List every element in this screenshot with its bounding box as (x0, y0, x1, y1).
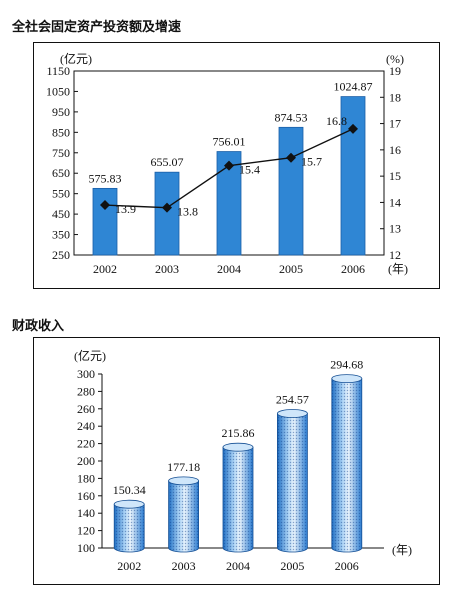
y2-tick-label-0: 12 (389, 248, 401, 262)
y2-axis-label: (%) (386, 52, 404, 66)
growth-label-2002: 13.9 (115, 202, 136, 216)
x-tick-label-3: 2005 (279, 262, 303, 276)
cylinder-texture-2005 (277, 413, 308, 552)
x-unit-label: (年) (392, 543, 412, 557)
x-tick-label-1: 2003 (172, 559, 196, 573)
y-tick-label-10: 300 (77, 367, 95, 381)
y-tick-label-6: 220 (77, 437, 95, 451)
y-tick-label-6: 850 (52, 125, 70, 139)
bar-label-2005: 874.53 (275, 110, 308, 124)
chart1-title: 全社会固定资产投资额及增速 (12, 20, 182, 35)
bar-label-2003: 177.18 (167, 460, 200, 474)
y-tick-label-4: 650 (52, 166, 70, 180)
y2-tick-label-4: 16 (389, 143, 401, 157)
cylinder-texture-2003 (168, 480, 199, 552)
x-tick-label-0: 2002 (117, 559, 141, 573)
bar-label-2002: 150.34 (113, 483, 146, 497)
bar-label-2006: 1024.87 (334, 80, 373, 94)
y-tick-label-8: 1050 (46, 84, 70, 98)
y-tick-label-0: 100 (77, 541, 95, 555)
y2-tick-label-5: 17 (389, 117, 401, 131)
x-tick-label-3: 2005 (280, 559, 304, 573)
investment-chart: 250 350 450 550 650 750 850 950 1050 1150 12 13 14 15… (46, 51, 408, 276)
y-tick-label-4: 180 (77, 471, 95, 485)
growth-label-2003: 13.8 (177, 205, 198, 219)
cylinder-top-2004 (222, 442, 254, 452)
y-tick-label-2: 450 (52, 207, 70, 221)
chart1-panel: 250 350 450 550 650 750 850 950 1050 1150 12 13 14 15… (33, 42, 440, 289)
chart2-panel: 100 120 140 160 180 200 220 240 260 280 300 (亿元) (年)… (33, 337, 440, 585)
x-tick-label-4: 2006 (335, 559, 359, 573)
chart2-title: 财政收入 (12, 319, 65, 334)
y-tick-label-3: 550 (52, 187, 70, 201)
y-tick-label-8: 260 (77, 402, 95, 416)
y-tick-label-5: 750 (52, 146, 70, 160)
y-tick-label-9: 280 (77, 384, 95, 398)
y2-tick-label-2: 14 (389, 195, 401, 209)
bar-2003 (154, 171, 180, 256)
x-tick-label-1: 2003 (155, 262, 179, 276)
bar-label-2005: 254.57 (276, 393, 309, 407)
growth-label-2004: 15.4 (239, 163, 260, 177)
growth-point-2002 (100, 200, 110, 211)
cylinder-top-2003 (168, 476, 200, 486)
y-axis-label: (亿元) (74, 348, 106, 363)
y-tick-label-1: 350 (52, 228, 70, 242)
y-tick-label-3: 160 (77, 489, 95, 503)
cylinder-texture-2002 (114, 504, 145, 552)
bar-2005 (278, 126, 304, 256)
bar-2002 (92, 187, 118, 256)
bar-label-2004: 756.01 (213, 135, 246, 149)
bar-label-2004: 215.86 (222, 426, 255, 440)
bar-label-2003: 655.07 (151, 155, 184, 169)
cylinder-texture-2006 (331, 378, 362, 552)
cylinder-top-2006 (331, 374, 363, 384)
cylinder-top-2002 (113, 499, 145, 509)
cylinder-top-2005 (276, 409, 308, 418)
bar-2006 (340, 96, 366, 256)
x-tick-label-4: 2006 (341, 262, 365, 276)
y-tick-label-1: 120 (77, 524, 95, 538)
y-tick-label-0: 250 (52, 248, 70, 262)
y-tick-label-5: 200 (77, 454, 95, 468)
growth-label-2005: 15.7 (301, 155, 322, 169)
y-tick-label-9: 1150 (46, 64, 70, 78)
revenue-chart: 100 120 140 160 180 200 220 240 260 280 300 (亿元) (年)… (74, 348, 412, 573)
bar-label-2002: 575.83 (89, 171, 122, 185)
x-tick-label-2: 2004 (217, 262, 241, 276)
x-tick-label-0: 2002 (93, 262, 117, 276)
y2-tick-label-1: 13 (389, 222, 401, 236)
cylinder-texture-2004 (223, 447, 253, 552)
y2-tick-label-6: 18 (389, 90, 401, 104)
x-tick-label-2: 2004 (226, 559, 250, 573)
growth-point-2003 (162, 202, 172, 213)
x-unit-label: (年) (388, 262, 408, 276)
y-axis-label: (亿元) (60, 51, 92, 66)
y2-tick-label-7: 19 (389, 64, 401, 78)
bar-label-2006: 294.68 (330, 358, 363, 372)
y-tick-label-7: 240 (77, 419, 95, 433)
growth-point-2004 (224, 160, 234, 171)
growth-label-2006: 16.8 (326, 114, 347, 128)
y-tick-label-7: 950 (52, 105, 70, 119)
y2-tick-label-3: 15 (389, 169, 401, 183)
y-tick-label-2: 140 (77, 506, 95, 520)
growth-point-2005 (286, 152, 296, 163)
growth-point-2006 (348, 123, 358, 134)
